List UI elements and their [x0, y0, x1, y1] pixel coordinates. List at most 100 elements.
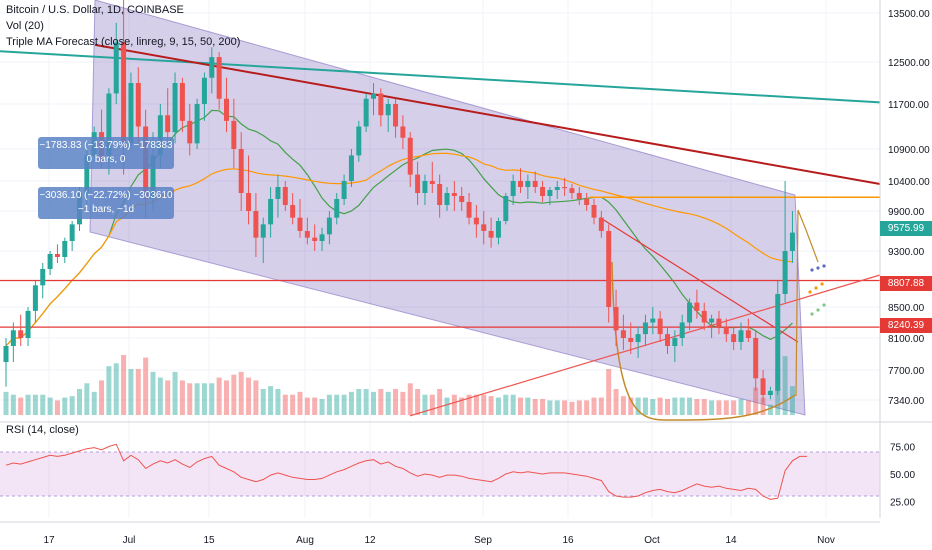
candle-body [40, 269, 46, 286]
price-tick-label: 9300.00 [888, 247, 925, 258]
volume-bar [459, 397, 465, 415]
candle-body [716, 318, 722, 327]
volume-bars [3, 355, 795, 415]
price-tick-label: 12500.00 [888, 58, 930, 69]
forecast-dot [820, 282, 824, 286]
volume-bar [407, 383, 413, 415]
volume-bar [106, 366, 112, 415]
volume-bar [378, 389, 384, 415]
volume-bar [84, 383, 90, 415]
measure-box-1[interactable]: −1783.83 (−13.79%) −178383 0 bars, 0 [38, 137, 174, 169]
price-tick-label: 13500.00 [888, 9, 930, 20]
volume-bar [143, 357, 149, 415]
volume-bar [69, 396, 75, 415]
arc-curve [611, 261, 796, 421]
candle-body [209, 57, 215, 78]
volume-bar [113, 363, 119, 415]
candle-body [10, 330, 16, 346]
rsi-legend: RSI (14, close) [6, 424, 79, 436]
volume-bar [304, 397, 310, 415]
volume-bar [194, 383, 200, 415]
volume-bar [495, 397, 501, 415]
price-tick-label: 7340.00 [888, 396, 925, 407]
volume-bar [576, 400, 582, 415]
candle-body [429, 181, 435, 184]
candle-body [326, 217, 332, 235]
candle-body [253, 211, 259, 238]
volume-bar [665, 399, 670, 415]
price-tick-label: 8100.00 [888, 334, 925, 345]
time-tick-label: Aug [296, 535, 314, 546]
volume-bar [150, 371, 156, 415]
candle-body [47, 254, 53, 269]
volume-bar [400, 391, 406, 415]
candle-body [694, 302, 700, 311]
volume-bar [562, 400, 568, 415]
measure-box-2[interactable]: −3036.10 (−22.72%) −303610 −1 bars, −1d [38, 187, 174, 219]
volume-bar [54, 400, 60, 415]
volume-bar [753, 387, 759, 415]
volume-bar [444, 397, 450, 415]
candle-body [709, 318, 715, 323]
measure-box-2-line2: −1 bars, −1d [77, 204, 135, 215]
volume-bar [694, 399, 700, 415]
candle-body [363, 98, 369, 127]
volume-bar [260, 389, 266, 415]
candle-body [495, 221, 501, 238]
volume-bar [554, 400, 560, 415]
candle-body [657, 318, 663, 335]
volume-bar [135, 369, 141, 415]
volume-bar [525, 397, 531, 415]
candle-body [121, 42, 127, 144]
candle-body [275, 187, 281, 199]
volume-bar [569, 401, 575, 415]
volume-legend: Vol (20) [6, 20, 44, 32]
candle-body [540, 187, 546, 196]
volume-bar [172, 371, 178, 415]
volume-bar [40, 394, 46, 415]
volume-bar [99, 380, 105, 415]
volume-bar [62, 397, 68, 415]
volume-bar [209, 383, 215, 415]
candle-body [628, 338, 634, 342]
candle-body [385, 104, 391, 116]
measure-box-1-line2: 0 bars, 0 [86, 154, 126, 165]
candle-body [128, 83, 134, 144]
volume-bar [466, 394, 472, 415]
volume-bar [620, 396, 626, 415]
volume-bar [201, 383, 207, 415]
volume-bar [91, 391, 97, 415]
volume-bar [216, 377, 222, 415]
candle-body [165, 115, 171, 133]
rsi-line [5, 443, 808, 500]
candle-body [106, 93, 112, 162]
candle-body [3, 346, 9, 362]
candle-body [731, 334, 737, 342]
volume-bar [510, 394, 516, 415]
time-tick-label: 17 [43, 535, 55, 546]
candle-body [194, 104, 200, 144]
price-tick-label: 9900.00 [888, 207, 925, 218]
candle-body [672, 338, 678, 346]
volume-bar [224, 380, 229, 415]
volume-bar [547, 400, 553, 415]
candle-body [613, 307, 619, 331]
candle-body [473, 217, 479, 225]
volume-bar [282, 394, 288, 415]
candle-body [356, 126, 362, 156]
volume-bar [481, 394, 487, 415]
forecast-dot [810, 268, 814, 272]
volume-bar [451, 394, 457, 415]
volume-bar [319, 399, 325, 415]
volume-bar [422, 394, 428, 415]
chart-title: Bitcoin / U.S. Dollar, 1D, COINBASE [6, 4, 184, 16]
volume-bar [297, 391, 303, 415]
volume-bar [341, 394, 347, 415]
candle-body [201, 77, 207, 104]
candle-body [635, 334, 641, 342]
volume-bar [3, 391, 9, 415]
forecast-dot [808, 290, 812, 294]
resistance-trendline [94, 43, 881, 185]
